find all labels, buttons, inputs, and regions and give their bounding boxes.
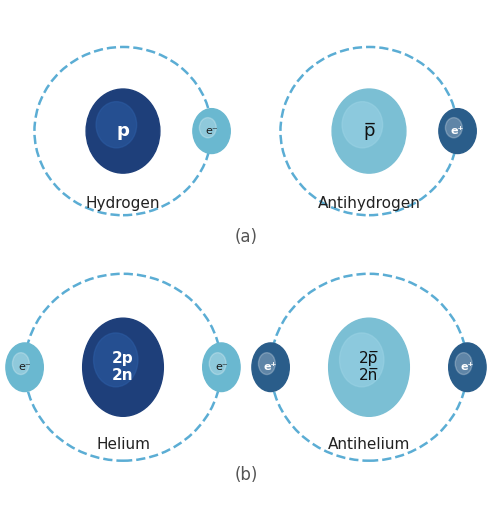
Ellipse shape: [455, 353, 472, 375]
Ellipse shape: [252, 343, 289, 392]
Text: (b): (b): [234, 467, 258, 484]
Ellipse shape: [96, 102, 137, 148]
Ellipse shape: [329, 318, 409, 416]
Text: (a): (a): [235, 228, 257, 246]
Text: 2p
2n: 2p 2n: [112, 351, 134, 383]
Text: Hydrogen: Hydrogen: [86, 196, 160, 211]
Ellipse shape: [439, 109, 476, 153]
Text: e⁻: e⁻: [215, 362, 228, 372]
Ellipse shape: [6, 343, 43, 392]
Ellipse shape: [203, 343, 240, 392]
Ellipse shape: [209, 353, 226, 375]
Text: p̅: p̅: [363, 122, 375, 140]
Ellipse shape: [83, 318, 163, 416]
Text: p: p: [117, 122, 129, 140]
Ellipse shape: [86, 89, 160, 173]
Text: 2p̅
2n̅: 2p̅ 2n̅: [359, 351, 379, 383]
Ellipse shape: [199, 118, 216, 138]
Text: Helium: Helium: [96, 437, 150, 452]
Text: e⁺: e⁺: [264, 362, 277, 372]
Text: e⁺: e⁺: [461, 362, 474, 372]
Text: e⁻: e⁻: [205, 126, 218, 136]
Ellipse shape: [342, 102, 383, 148]
Ellipse shape: [93, 333, 138, 387]
Ellipse shape: [332, 89, 406, 173]
Text: e⁻: e⁻: [18, 362, 31, 372]
Ellipse shape: [12, 353, 29, 375]
Ellipse shape: [258, 353, 276, 375]
Ellipse shape: [193, 109, 230, 153]
Ellipse shape: [445, 118, 462, 138]
Text: Antihelium: Antihelium: [328, 437, 410, 452]
Text: e⁺: e⁺: [451, 126, 464, 136]
Ellipse shape: [339, 333, 384, 387]
Text: Antihydrogen: Antihydrogen: [317, 196, 421, 211]
Ellipse shape: [449, 343, 486, 392]
